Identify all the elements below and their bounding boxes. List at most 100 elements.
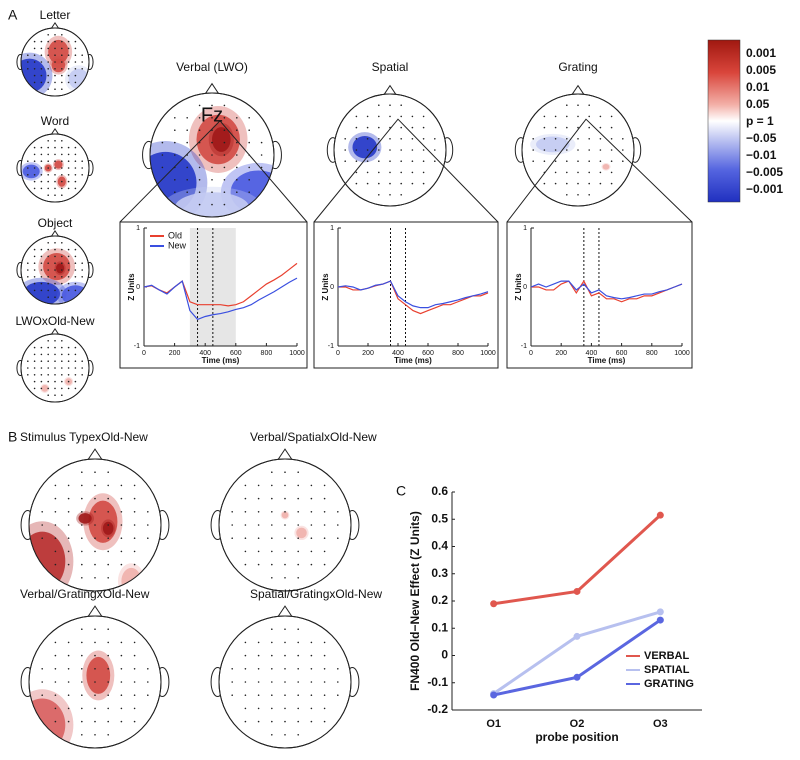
blob [51,58,66,73]
electrode [422,115,425,118]
blob [54,160,63,169]
electrode [61,40,63,43]
electrode [47,387,49,390]
electrode [54,387,56,390]
blob [21,58,47,93]
electrode [107,537,109,539]
electrode [366,115,369,118]
electrode [366,171,369,174]
colorbar-label: 0.05 [746,97,770,111]
electrode [120,563,123,566]
electrode [133,497,136,500]
electrode [54,380,56,383]
head-outline [28,615,162,749]
electrode [389,182,391,185]
electrode [47,160,49,162]
electrode [67,681,70,683]
electrode [297,720,300,723]
electrode [67,146,70,149]
electrode [400,115,403,118]
electrode [81,68,83,70]
electrode [310,563,313,566]
map-title: Word [41,114,69,128]
electrode [54,174,56,176]
electrode [67,262,70,265]
electrode [61,269,63,271]
map-title: Spatial [372,60,409,74]
y-tick-label: 0.5 [431,511,448,525]
electrode [54,282,56,285]
electrode [40,269,43,271]
y-tick-label: 1 [136,225,140,232]
electrode [54,34,56,36]
electrode [41,668,43,670]
electrode [61,248,63,251]
electrode [67,269,70,271]
electrode [40,153,43,156]
blob [41,385,49,392]
electrode [297,707,300,710]
panel-label: C [396,483,406,499]
electrode [41,524,43,526]
electrode [411,171,414,174]
electrode [40,54,43,56]
electrode [47,248,49,251]
electrode [566,115,568,118]
electrode [211,191,213,193]
y-tick-label: 0.3 [431,566,448,580]
electrode [33,180,36,183]
electrode [67,654,70,657]
electrode [310,707,313,710]
electrode [54,160,56,162]
electrode [566,171,568,174]
electrode [67,720,70,723]
electrode [27,61,29,63]
electrode [161,166,164,169]
scalp-map [16,229,94,305]
electrode [284,484,286,487]
electrode [47,394,49,397]
electrode [231,694,233,696]
point [490,691,498,699]
electrode [54,153,56,156]
electrode [120,694,123,696]
electrode [211,154,213,156]
electrode [244,681,247,683]
electrode [323,550,326,553]
electrode [33,160,36,162]
electrode [54,720,57,723]
electrode [74,387,77,390]
electrode [257,563,260,566]
electrode [366,182,369,185]
electrode [94,524,96,526]
electrode [81,61,83,63]
series-line [337,280,489,309]
electrode [271,550,273,553]
electrode [27,262,29,265]
electrode [54,374,56,376]
electrode [323,484,326,487]
electrode [33,68,36,70]
electrode [81,668,83,670]
electrode [120,681,123,683]
electrode [54,289,56,292]
electrode [120,641,123,644]
electrode [236,117,238,119]
electrode [27,160,29,162]
electrode [284,550,286,553]
x-tick-label: O2 [570,718,585,730]
y-tick-label: 0 [441,648,448,662]
electrode [366,160,369,162]
head-outline [218,615,352,749]
electrode [588,104,590,106]
electrode [81,367,83,369]
electrode [61,242,63,244]
electrode [248,141,250,144]
head-outline [333,93,447,207]
colorbar-label: −0.01 [746,148,777,162]
electrode [310,524,313,526]
electrode [33,289,36,292]
scalp-map [20,448,170,592]
electrode [47,296,49,299]
electrode [147,681,149,683]
